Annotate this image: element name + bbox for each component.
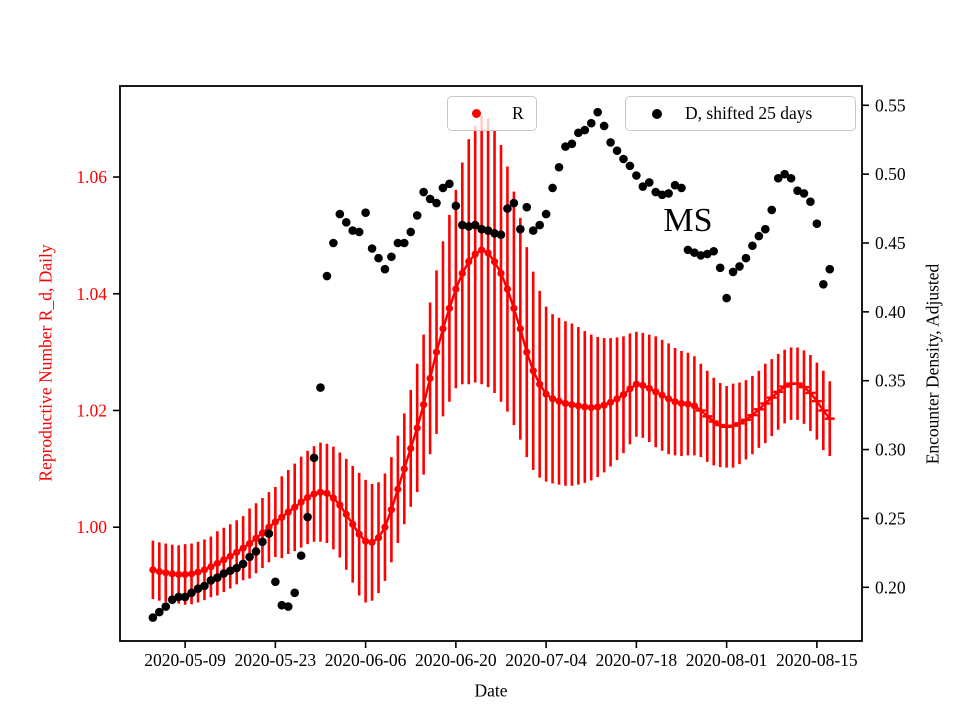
x-tick-label: 2020-05-09 — [144, 650, 226, 670]
legend-marker-r-dot-icon — [472, 109, 481, 118]
x-tick-label: 2020-08-01 — [686, 650, 768, 670]
y-right-tick-label: 0.45 — [875, 233, 906, 253]
y-right-tick-label: 0.35 — [875, 371, 906, 391]
y-left-tick-label: 1.00 — [76, 517, 107, 537]
x-axis-label: Date — [474, 680, 508, 701]
x-tick-label: 2020-06-20 — [415, 650, 497, 670]
state-annotation: MS — [663, 201, 713, 239]
y-right-tick-label: 0.55 — [875, 95, 906, 115]
y-right-tick-label: 0.25 — [875, 508, 906, 528]
x-tick-label: 2020-07-18 — [596, 650, 678, 670]
legend-d-shifted: D, shifted 25 days — [625, 96, 856, 131]
x-tick-label: 2020-07-04 — [505, 650, 587, 670]
y-right-tick-label: 0.20 — [875, 577, 906, 597]
r-series-error-bars — [151, 115, 832, 605]
r-series-points — [149, 246, 835, 579]
y-axis-label-left: Reproductive Number R_d, Daily — [35, 244, 56, 482]
legend-label-d: D, shifted 25 days — [685, 103, 813, 123]
y-right-tick-label: 0.50 — [875, 164, 906, 184]
legend-marker-d-dot-icon — [652, 108, 662, 119]
d-series-points — [148, 107, 835, 622]
y-left-tick-label: 1.02 — [76, 400, 107, 420]
y-left-tick-label: 1.04 — [76, 284, 107, 304]
y-right-tick-label: 0.30 — [875, 440, 906, 460]
legend-r: R — [447, 96, 537, 131]
axes: 2020-05-09 2020-05-23 2020-06-06 2020-06-20… — [76, 85, 906, 670]
y-left-tick-label: 1.06 — [76, 167, 107, 187]
x-tick-label: 2020-06-06 — [325, 650, 407, 670]
x-tick-label: 2020-08-15 — [776, 650, 858, 670]
y-right-tick-label: 0.40 — [875, 302, 906, 322]
x-tick-label: 2020-05-23 — [235, 650, 317, 670]
legend-label-r: R — [512, 103, 524, 123]
y-axis-label-right: Encounter Density, Adjusted — [922, 263, 943, 465]
r-series-line — [152, 248, 831, 576]
